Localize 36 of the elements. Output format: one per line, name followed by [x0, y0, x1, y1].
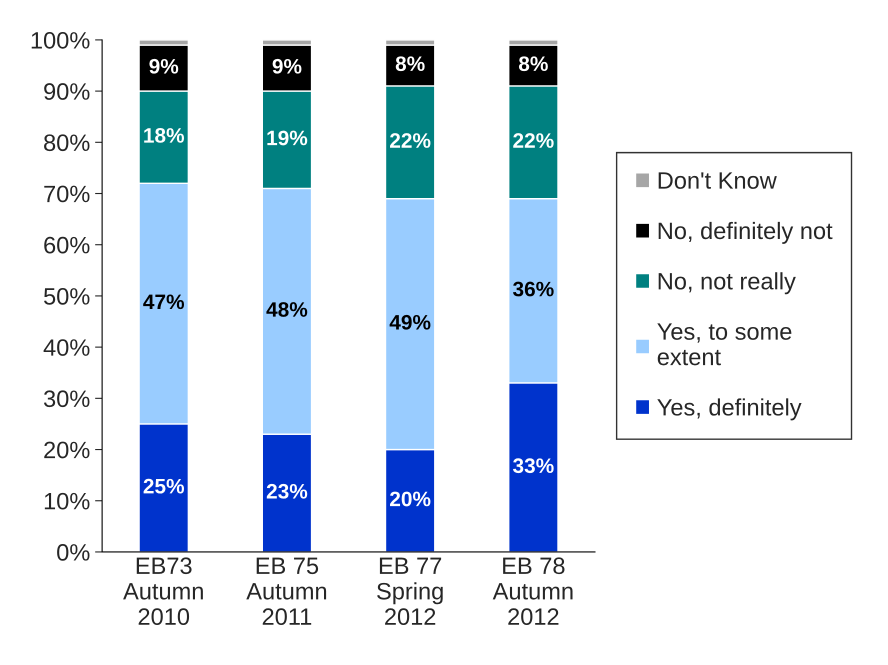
y-tick-label: 70% — [44, 186, 90, 202]
legend-label: Yes, definitely — [657, 398, 802, 420]
y-tick-label: 40% — [44, 339, 90, 356]
y-tick-label: 50% — [44, 288, 90, 305]
y-tick-label: 20% — [44, 442, 90, 458]
y-tick-label: 0% — [57, 544, 90, 561]
y-tick-label: 10% — [44, 492, 90, 510]
x-tick-label: EB73 Autumn 2010 — [123, 557, 203, 626]
data-label: 9% — [149, 58, 178, 74]
y-tick-label: 30% — [44, 390, 90, 408]
data-label: 22% — [390, 133, 430, 148]
legend-label: No, definitely not — [658, 222, 832, 244]
y-tick-label: 100% — [32, 32, 90, 49]
legend-label: No, not really — [658, 272, 796, 294]
data-label: 8% — [518, 56, 548, 72]
y-tick-label: 80% — [44, 134, 90, 152]
data-label: 25% — [144, 478, 184, 494]
data-label: 49% — [390, 314, 430, 330]
x-tick-label: EB 75 Autumn 2011 — [246, 558, 326, 626]
data-label: 19% — [267, 130, 308, 146]
legend-label: Yes, to some extent — [657, 323, 792, 366]
data-label: 9% — [272, 58, 302, 74]
data-label: 23% — [266, 484, 308, 499]
y-tick-label: 60% — [44, 236, 90, 254]
data-label: 22% — [513, 133, 554, 148]
data-label: 8% — [396, 56, 425, 72]
data-label: 48% — [266, 302, 308, 317]
x-tick-label: EB 77 Spring 2012 — [377, 558, 443, 626]
x-tick-label: EB 78 Autumn 2012 — [492, 557, 573, 626]
legend-label: Don't Know — [658, 172, 777, 189]
y-tick-label: 90% — [44, 83, 90, 100]
data-label: 47% — [143, 294, 184, 310]
data-label: 33% — [512, 458, 554, 474]
data-label: 18% — [144, 128, 184, 143]
data-label: 20% — [390, 492, 430, 506]
data-label: 36% — [512, 282, 554, 296]
